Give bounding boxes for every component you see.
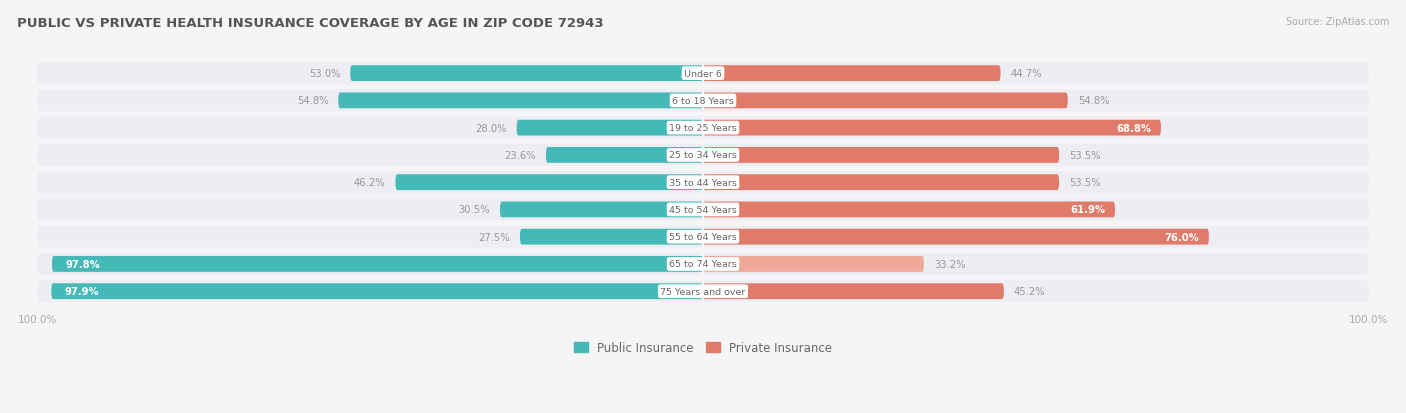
Text: 28.0%: 28.0% [475, 123, 506, 133]
FancyBboxPatch shape [703, 66, 1001, 82]
FancyBboxPatch shape [520, 229, 703, 245]
Text: 54.8%: 54.8% [297, 96, 328, 106]
Text: Under 6: Under 6 [685, 69, 721, 78]
Text: 76.0%: 76.0% [1164, 232, 1199, 242]
FancyBboxPatch shape [38, 145, 1368, 166]
FancyBboxPatch shape [350, 66, 703, 82]
FancyBboxPatch shape [38, 117, 1368, 139]
FancyBboxPatch shape [38, 226, 1368, 248]
Text: 75 Years and over: 75 Years and over [661, 287, 745, 296]
FancyBboxPatch shape [339, 93, 703, 109]
Legend: Public Insurance, Private Insurance: Public Insurance, Private Insurance [569, 337, 837, 359]
Text: 25 to 34 Years: 25 to 34 Years [669, 151, 737, 160]
Text: 19 to 25 Years: 19 to 25 Years [669, 124, 737, 133]
FancyBboxPatch shape [38, 199, 1368, 221]
Text: Source: ZipAtlas.com: Source: ZipAtlas.com [1285, 17, 1389, 26]
FancyBboxPatch shape [38, 172, 1368, 194]
Text: 35 to 44 Years: 35 to 44 Years [669, 178, 737, 187]
FancyBboxPatch shape [703, 93, 1067, 109]
FancyBboxPatch shape [38, 63, 1368, 85]
FancyBboxPatch shape [703, 147, 1059, 164]
FancyBboxPatch shape [703, 229, 1209, 245]
Text: 46.2%: 46.2% [354, 178, 385, 188]
Text: 68.8%: 68.8% [1116, 123, 1152, 133]
FancyBboxPatch shape [38, 90, 1368, 112]
Text: 30.5%: 30.5% [458, 205, 489, 215]
Text: 61.9%: 61.9% [1070, 205, 1105, 215]
FancyBboxPatch shape [703, 121, 1161, 136]
FancyBboxPatch shape [38, 280, 1368, 302]
FancyBboxPatch shape [395, 175, 703, 191]
Text: 53.5%: 53.5% [1069, 151, 1101, 161]
Text: 44.7%: 44.7% [1011, 69, 1042, 79]
Text: 33.2%: 33.2% [934, 259, 966, 269]
FancyBboxPatch shape [703, 256, 924, 272]
Text: 45 to 54 Years: 45 to 54 Years [669, 205, 737, 214]
FancyBboxPatch shape [703, 202, 1115, 218]
FancyBboxPatch shape [546, 147, 703, 164]
Text: 45.2%: 45.2% [1014, 287, 1046, 297]
Text: 54.8%: 54.8% [1078, 96, 1109, 106]
Text: 53.0%: 53.0% [309, 69, 340, 79]
FancyBboxPatch shape [501, 202, 703, 218]
FancyBboxPatch shape [703, 175, 1059, 191]
FancyBboxPatch shape [51, 284, 703, 299]
FancyBboxPatch shape [38, 254, 1368, 275]
FancyBboxPatch shape [703, 284, 1004, 299]
Text: 23.6%: 23.6% [505, 151, 536, 161]
Text: 53.5%: 53.5% [1069, 178, 1101, 188]
Text: 65 to 74 Years: 65 to 74 Years [669, 260, 737, 269]
Text: 97.9%: 97.9% [65, 287, 100, 297]
Text: 97.8%: 97.8% [65, 259, 100, 269]
Text: PUBLIC VS PRIVATE HEALTH INSURANCE COVERAGE BY AGE IN ZIP CODE 72943: PUBLIC VS PRIVATE HEALTH INSURANCE COVER… [17, 17, 603, 29]
Text: 6 to 18 Years: 6 to 18 Years [672, 97, 734, 106]
Text: 55 to 64 Years: 55 to 64 Years [669, 233, 737, 242]
FancyBboxPatch shape [516, 121, 703, 136]
Text: 27.5%: 27.5% [478, 232, 510, 242]
FancyBboxPatch shape [52, 256, 703, 272]
